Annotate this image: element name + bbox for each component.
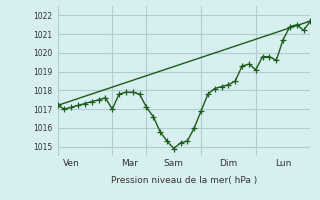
Text: Sam: Sam	[164, 159, 184, 168]
Text: Mar: Mar	[121, 159, 138, 168]
Text: Dim: Dim	[219, 159, 237, 168]
Text: Pression niveau de la mer( hPa ): Pression niveau de la mer( hPa )	[111, 176, 257, 185]
Text: Ven: Ven	[63, 159, 80, 168]
Text: Lun: Lun	[275, 159, 291, 168]
